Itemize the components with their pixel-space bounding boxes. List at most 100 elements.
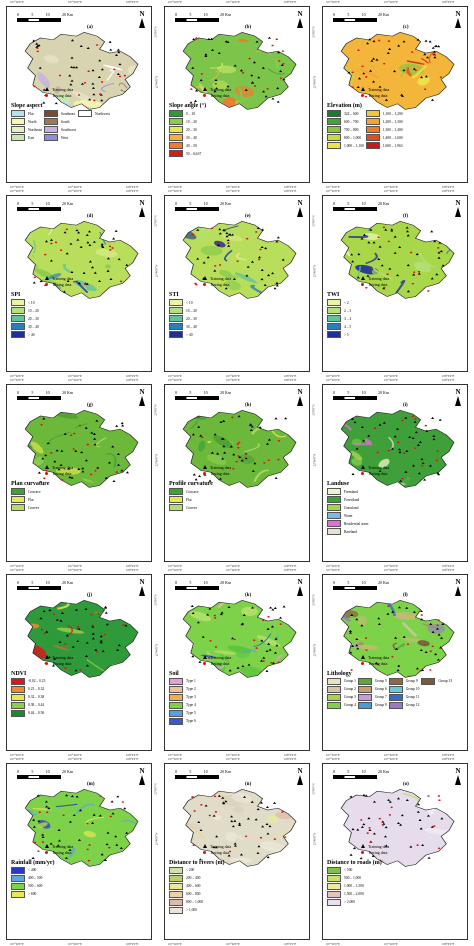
training-point [434,652,438,655]
training-point [116,72,120,75]
testing-point [52,613,56,615]
legend-item-label: Bareland [344,529,357,534]
training-point [367,435,371,438]
testing-point [277,60,281,62]
legend-swatch [169,882,183,890]
legend-swatch [169,150,183,157]
panel-label: (i) [403,403,408,409]
testing-legend-item: Testing data [203,661,231,667]
legend-swatch [327,142,341,149]
legend-item-label: Convex [186,505,198,510]
tick-label-bottom: 108°0'0"E [126,185,139,190]
training-point [349,853,353,856]
testing-point [416,844,419,846]
legend-item-label: Flat [186,497,192,502]
training-point [236,666,240,669]
tick-label-bottom: 108°0'0"E [442,941,455,946]
training-point [42,609,46,612]
training-point [395,647,399,650]
training-point [42,88,46,91]
training-point [427,856,431,859]
testing-point [437,794,441,797]
training-legend-item: Training data [203,465,231,471]
training-point [70,65,74,69]
legend-item: 600 – 800 [169,890,224,898]
training-point [362,822,366,825]
legend-item-label: 600 – 700 [344,119,359,124]
tick-label-bottom: 107°40'0"E [226,185,240,190]
training-marker-icon [361,465,365,470]
training-point [238,823,242,826]
legend-title: SPI [11,292,21,299]
training-point [85,664,89,667]
training-point [266,832,270,835]
testing-point [366,832,369,834]
panel-label: (e) [245,214,251,220]
panel-label: (j) [87,592,92,598]
legend-swatch [327,685,341,693]
tick-label-top: 107°20'0"E [326,756,340,761]
legend-swatch [169,134,183,141]
legend-item: East [11,134,42,141]
testing-point [236,260,239,263]
legend-item-label: Residential areas [344,521,369,526]
testing-point [282,62,285,65]
north-label: N [297,10,303,18]
training-point [364,794,368,797]
north-arrow-glyph [455,396,461,407]
scale-number: 10 [45,768,50,774]
testing-point [86,444,89,446]
training-point [35,42,39,45]
legend-swatch [11,307,25,315]
tick-label-bottom: 107°40'0"E [68,563,82,568]
training-point [198,858,202,861]
training-point [68,476,72,479]
training-point [233,842,237,845]
training-point [120,422,124,425]
legend-item: 400 – 600 [169,882,224,890]
legend-item-label: 800 – 1,000 [344,135,362,140]
training-point [279,616,283,619]
testing-point [40,424,43,426]
north-label: N [455,199,461,208]
map-canvas [182,788,297,867]
testing-point [263,462,266,465]
training-point [275,282,279,285]
testing-point [277,660,280,663]
scale-numbers: 0 5 10 20 Km [17,201,73,206]
legend-item-label: 20 – 30 [186,127,197,132]
map-canvas [340,788,455,867]
class-legend: Plan curvature Concave Flat Convex [11,481,49,512]
training-point [92,813,96,816]
tick-label-bottom: 107°20'0"E [168,374,182,379]
training-point [430,277,434,280]
tick-label-bottom: 107°20'0"E [10,185,24,190]
training-point [91,69,95,72]
training-point [276,87,280,90]
map-canvas [340,32,455,110]
training-point [419,827,423,830]
scale-number: 10 [45,390,50,396]
panel-label: (f) [403,214,408,220]
scale-number: 10 [203,390,208,396]
legend-swatch [327,323,341,331]
training-point [261,228,265,231]
legend-item: 1,500 – 2,000 [327,890,382,898]
scale-number: 0 [17,768,19,774]
tick-label-left: 23°0'0"N [153,26,158,38]
legend-item-label: 30 – 40 [186,324,197,329]
testing-point [209,639,212,642]
north-arrow-icon: N [455,10,461,28]
tick-label-bottom: 107°20'0"E [326,185,340,190]
training-point [430,98,435,101]
testing-point [220,245,223,248]
training-point [396,668,400,671]
training-point [270,625,274,628]
training-point [109,278,113,281]
class-legend: Profile curvature Concave Flat Convex [169,481,213,512]
class-legend: Landuse Farmland Forestland Grassland Water R… [327,481,369,536]
testing-point [281,810,284,813]
scale-number: 5 [189,12,192,17]
scale-numbers: 0 5 10 20 Km [17,769,73,774]
training-point [273,801,277,804]
